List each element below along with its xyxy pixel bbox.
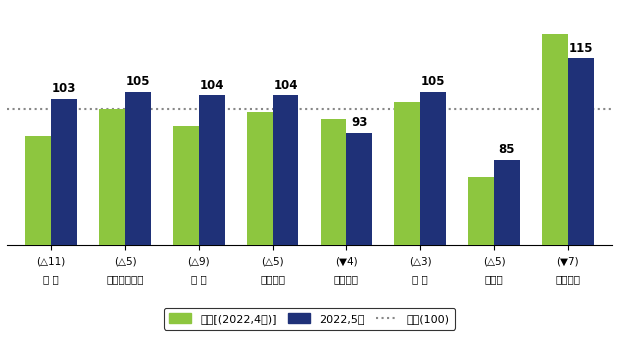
Bar <box>420 92 446 360</box>
Text: 103: 103 <box>52 82 76 95</box>
Bar <box>542 34 568 360</box>
Text: 업 황: 업 황 <box>43 274 59 284</box>
Text: 투 자: 투 자 <box>412 274 428 284</box>
Text: (△5): (△5) <box>261 257 284 267</box>
Bar <box>51 99 77 360</box>
Text: 105: 105 <box>421 76 445 89</box>
Text: (▼7): (▼7) <box>556 257 579 267</box>
Text: 115: 115 <box>568 41 593 54</box>
Bar <box>347 133 372 360</box>
Text: 생산수준: 생산수준 <box>260 274 285 284</box>
Text: (△9): (△9) <box>188 257 210 267</box>
Text: (△5): (△5) <box>114 257 136 267</box>
Text: 85: 85 <box>499 143 515 157</box>
Text: 제품단가: 제품단가 <box>555 274 580 284</box>
Bar <box>173 126 199 360</box>
Text: 수 출: 수 출 <box>191 274 207 284</box>
Bar <box>468 177 494 360</box>
Bar <box>272 95 298 360</box>
Bar <box>247 112 272 360</box>
Bar <box>25 136 51 360</box>
Text: 국내시장판매: 국내시장판매 <box>106 274 144 284</box>
Text: (▼4): (▼4) <box>335 257 358 267</box>
Bar <box>321 119 347 360</box>
Legend: 전월[(2022,4월)], 2022,5월, 기준(100): 전월[(2022,4월)], 2022,5월, 기준(100) <box>163 308 456 330</box>
Bar <box>125 92 151 360</box>
Text: (△11): (△11) <box>37 257 66 267</box>
Bar <box>199 95 225 360</box>
Text: 104: 104 <box>199 79 224 92</box>
Text: 104: 104 <box>273 79 298 92</box>
Bar <box>394 102 420 360</box>
Text: 93: 93 <box>351 116 368 129</box>
Text: (△5): (△5) <box>483 257 505 267</box>
Bar <box>99 109 125 360</box>
Text: 채산성: 채산성 <box>485 274 503 284</box>
Bar <box>568 58 594 360</box>
Bar <box>494 160 520 360</box>
Text: 105: 105 <box>126 76 150 89</box>
Text: 재고수준: 재고수준 <box>334 274 359 284</box>
Text: (△3): (△3) <box>409 257 431 267</box>
